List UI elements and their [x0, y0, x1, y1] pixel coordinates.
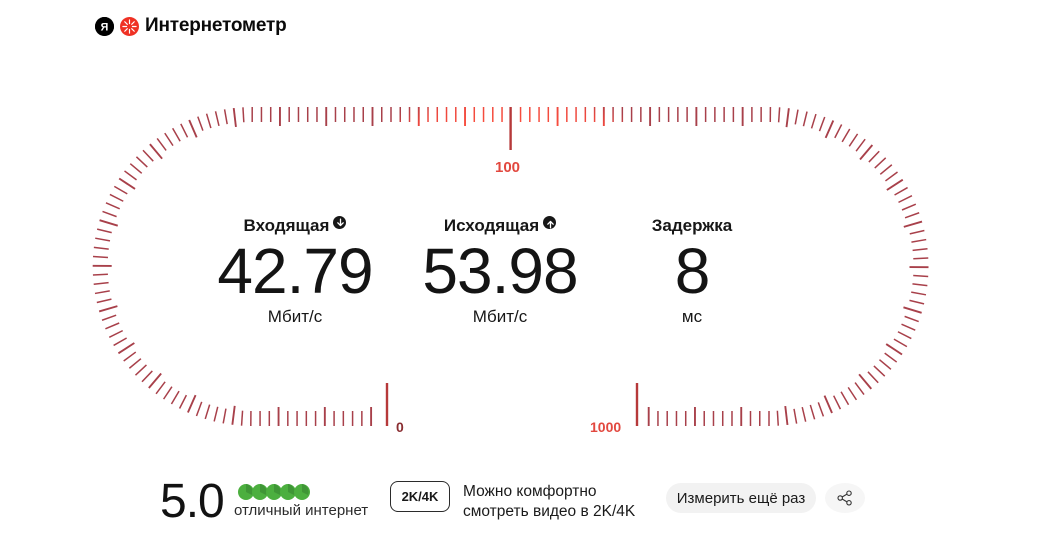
svg-text:Я: Я — [101, 21, 109, 33]
